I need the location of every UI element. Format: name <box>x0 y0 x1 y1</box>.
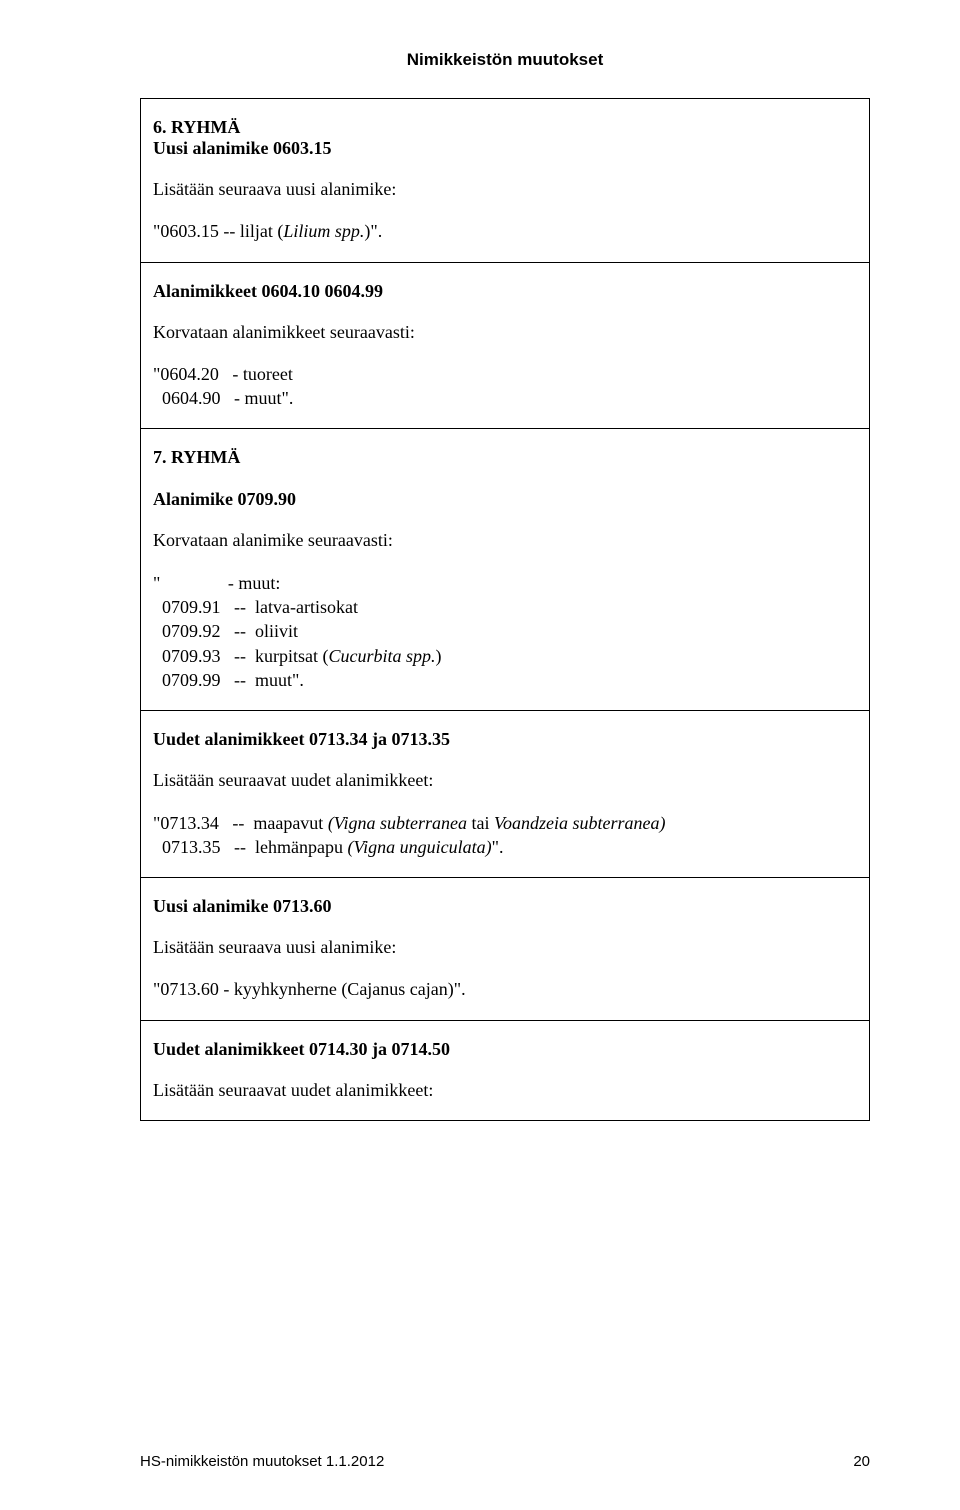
paragraph: Lisätään seuraavat uudet alanimikkeet: <box>153 768 857 792</box>
paragraph: Uudet alanimikkeet 0714.30 ja 0714.50 <box>153 1039 857 1060</box>
paragraph: Lisätään seuraavat uudet alanimikkeet: <box>153 1078 857 1102</box>
footer-page-number: 20 <box>853 1453 870 1470</box>
text-span: (Vigna subterranea <box>328 813 467 833</box>
text-line: "0713.34 -- maapavut (Vigna subterranea … <box>153 811 857 835</box>
bold-line: Uusi alanimike 0603.15 <box>153 138 857 159</box>
bold-line <box>153 468 857 489</box>
footer-left: HS-nimikkeistön muutokset 1.1.2012 <box>140 1453 384 1470</box>
text-line: " - muut: <box>153 571 857 595</box>
text-span: tai <box>467 813 494 833</box>
table-cell: Uudet alanimikkeet 0713.34 ja 0713.35 Lis… <box>141 711 869 878</box>
paragraph: Uusi alanimike 0713.60 <box>153 896 857 917</box>
paragraph: Korvataan alanimikkeet seuraavasti: <box>153 320 857 344</box>
text-line: 0713.35 -- lehmänpapu (Vigna unguiculata… <box>153 835 857 859</box>
text-span: )". <box>364 221 382 241</box>
text-span: 0713.35 -- lehmänpapu <box>153 837 347 857</box>
bold-line: Alanimike 0709.90 <box>153 489 857 510</box>
table-cell: Alanimikkeet 0604.10 0604.99 Korvataan al… <box>141 263 869 430</box>
text-line: 0709.99 -- muut". <box>153 668 857 692</box>
paragraph: Korvataan alanimike seuraavasti: <box>153 528 857 552</box>
text-span: (Vigna unguiculata) <box>347 837 491 857</box>
text-line: 0709.93 -- kurpitsat (Cucurbita spp.) <box>153 644 857 668</box>
paragraph: " - muut: 0709.91 -- latva-artisokat 070… <box>153 571 857 692</box>
text-span: 0709.92 -- oliivit <box>153 621 298 641</box>
page-header: Nimikkeistön muutokset <box>140 50 870 70</box>
paragraph: Lisätään seuraava uusi alanimike: <box>153 177 857 201</box>
changes-table: 6. RYHMÄUusi alanimike 0603.15 Lisätään s… <box>140 98 870 1121</box>
paragraph: "0713.34 -- maapavut (Vigna subterranea … <box>153 811 857 860</box>
paragraph: 6. RYHMÄUusi alanimike 0603.15 <box>153 117 857 159</box>
text-span: "0603.15 -- liljat ( <box>153 221 283 241</box>
bold-line: 6. RYHMÄ <box>153 117 857 138</box>
table-cell: 6. RYHMÄUusi alanimike 0603.15 Lisätään s… <box>141 99 869 263</box>
text-span: "0713.34 -- maapavut <box>153 813 328 833</box>
text-span: 0709.91 -- latva-artisokat <box>153 597 358 617</box>
text-line: "0604.20 - tuoreet <box>153 362 857 386</box>
text-span: Cucurbita spp. <box>328 646 435 666</box>
text-span: ) <box>436 646 442 666</box>
text-span: 0709.93 -- kurpitsat ( <box>153 646 328 666</box>
paragraph: Uudet alanimikkeet 0713.34 ja 0713.35 <box>153 729 857 750</box>
paragraph: "0604.20 - tuoreet 0604.90 - muut". <box>153 362 857 411</box>
paragraph: "0603.15 -- liljat (Lilium spp.)". <box>153 219 857 243</box>
page-footer: HS-nimikkeistön muutokset 1.1.2012 20 <box>140 1453 870 1470</box>
text-line: 0604.90 - muut". <box>153 386 857 410</box>
text-span: Voandzeia subterranea) <box>494 813 665 833</box>
paragraph: Alanimikkeet 0604.10 0604.99 <box>153 281 857 302</box>
paragraph: Lisätään seuraava uusi alanimike: <box>153 935 857 959</box>
table-cell: Uusi alanimike 0713.60 Lisätään seuraava … <box>141 878 869 1021</box>
text-span: ". <box>492 837 504 857</box>
table-cell: Uudet alanimikkeet 0714.30 ja 0714.50 Lis… <box>141 1021 869 1120</box>
page: Nimikkeistön muutokset 6. RYHMÄUusi alan… <box>0 0 960 1510</box>
text-span: " - muut: <box>153 573 280 593</box>
text-span: Lilium spp. <box>283 221 364 241</box>
table-cell: 7. RYHMÄ Alanimike 0709.90 Korvataan alan… <box>141 429 869 711</box>
paragraph: "0713.60 - kyyhkynherne (Cajanus cajan)"… <box>153 977 857 1001</box>
paragraph: 7. RYHMÄ Alanimike 0709.90 <box>153 447 857 510</box>
text-line: 0709.91 -- latva-artisokat <box>153 595 857 619</box>
text-line: 0709.92 -- oliivit <box>153 619 857 643</box>
text-span: 0709.99 -- muut". <box>153 670 304 690</box>
bold-line: 7. RYHMÄ <box>153 447 857 468</box>
